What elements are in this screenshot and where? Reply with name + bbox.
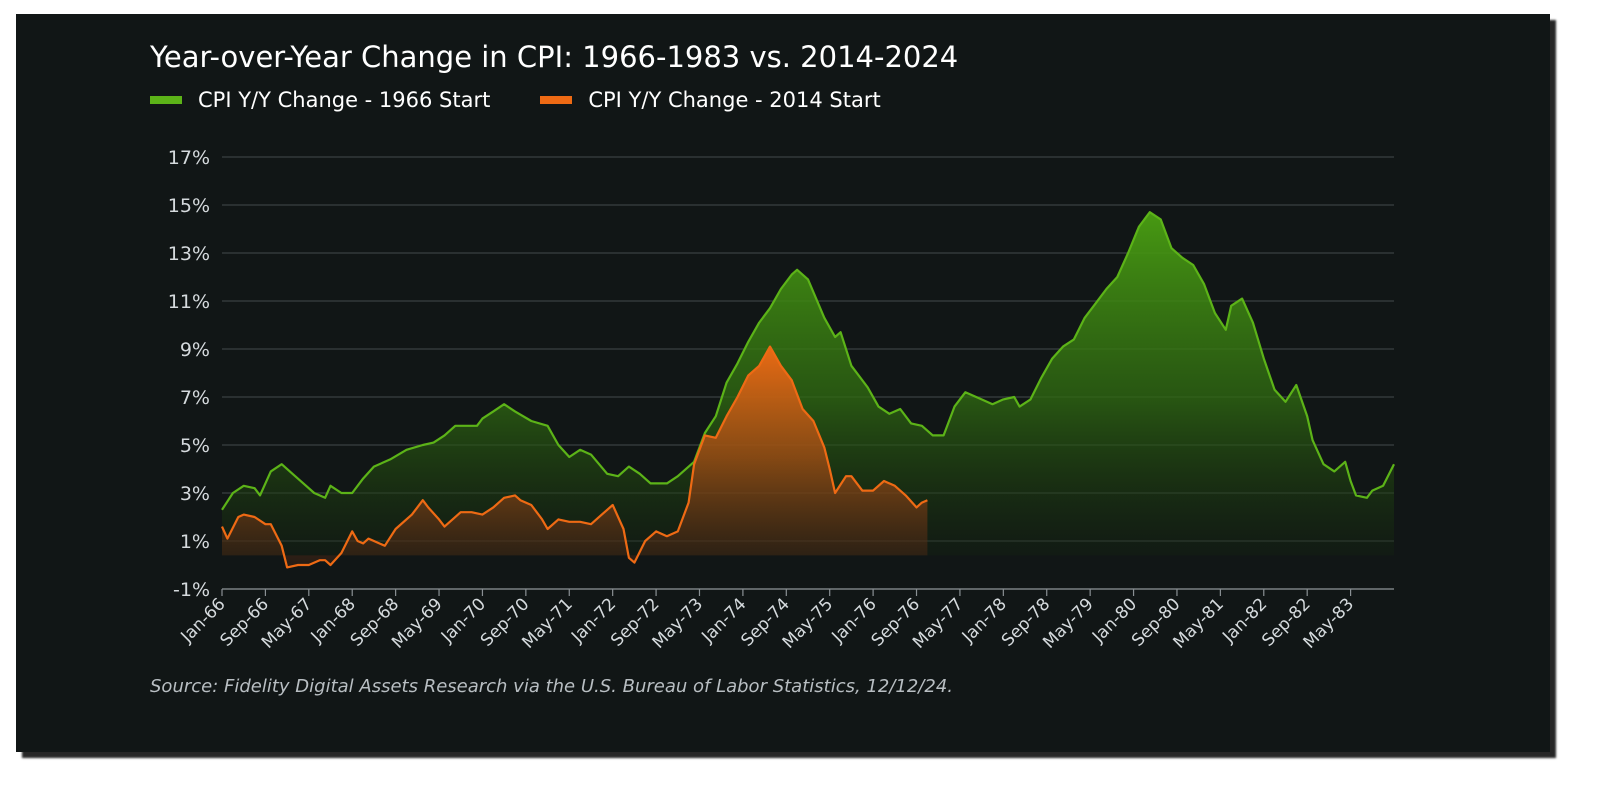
legend-swatch-orange	[540, 96, 573, 104]
source-note: Source: Fidelity Digital Assets Research…	[150, 676, 953, 697]
series-line-1966	[221, 211, 1395, 511]
y-tick-label: 7%	[180, 387, 210, 409]
y-tick-label: 17%	[168, 147, 210, 169]
y-tick-label: 3%	[180, 483, 210, 505]
chart-title: Year-over-Year Change in CPI: 1966-1983 …	[150, 40, 959, 74]
y-tick-label: 11%	[168, 291, 210, 313]
y-tick-label: -1%	[173, 579, 210, 601]
y-tick-label: 9%	[180, 339, 210, 361]
series-lines	[220, 211, 1395, 569]
x-axis: Jan-66Sep-66May-67Jan-68Sep-68May-69Jan-…	[177, 589, 1358, 653]
y-tick-label: 1%	[180, 531, 210, 553]
series-area-2014	[222, 346, 928, 568]
series-line-2014	[220, 345, 928, 569]
y-tick-label: 15%	[168, 195, 210, 217]
y-axis: -1% 1% 3% 5% 7% 9% 11% 13% 15% 17%	[168, 147, 210, 601]
chart-legend: CPI Y/Y Change - 1966 Start CPI Y/Y Chan…	[150, 88, 931, 112]
legend-item-2014: CPI Y/Y Change - 2014 Start	[540, 88, 881, 112]
legend-label-2014: CPI Y/Y Change - 2014 Start	[588, 88, 881, 112]
legend-item-1966: CPI Y/Y Change - 1966 Start	[150, 88, 490, 112]
legend-label-1966: CPI Y/Y Change - 1966 Start	[198, 88, 491, 112]
y-tick-label: 13%	[168, 243, 210, 265]
y-tick-label: 5%	[180, 435, 210, 457]
legend-swatch-green	[150, 96, 182, 104]
series-areas	[222, 212, 1394, 568]
